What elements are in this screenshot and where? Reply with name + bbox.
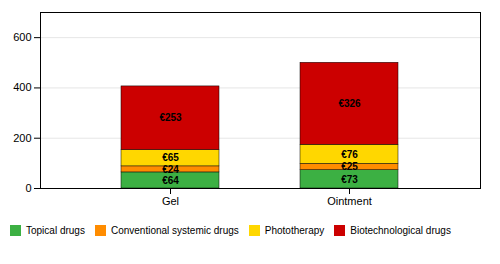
svg-text:€73: €73 (341, 174, 358, 185)
svg-text:€65: €65 (162, 152, 179, 163)
svg-text:€64: €64 (162, 175, 179, 186)
svg-text:Gel: Gel (162, 195, 179, 207)
svg-text:0: 0 (25, 182, 31, 194)
svg-text:€24: €24 (162, 164, 179, 175)
html-text:Phototherapy: Phototherapy (264, 225, 325, 236)
html-text:Conventional systemic drugs: Conventional systemic drugs (110, 225, 239, 236)
svg-text:Ointment: Ointment (327, 195, 372, 207)
html-text:Topical drugs: Topical drugs (26, 225, 85, 236)
svg-text:400: 400 (13, 81, 31, 93)
svg-text:€326: €326 (338, 98, 361, 109)
svg-text:€76: €76 (341, 149, 358, 160)
svg-text:600: 600 (13, 31, 31, 43)
svg-text:€253: €253 (159, 112, 182, 123)
svg-text:200: 200 (13, 132, 31, 144)
html-text:Biotechnological drugs: Biotechnological drugs (350, 225, 451, 236)
svg-text:€25: €25 (341, 161, 358, 172)
